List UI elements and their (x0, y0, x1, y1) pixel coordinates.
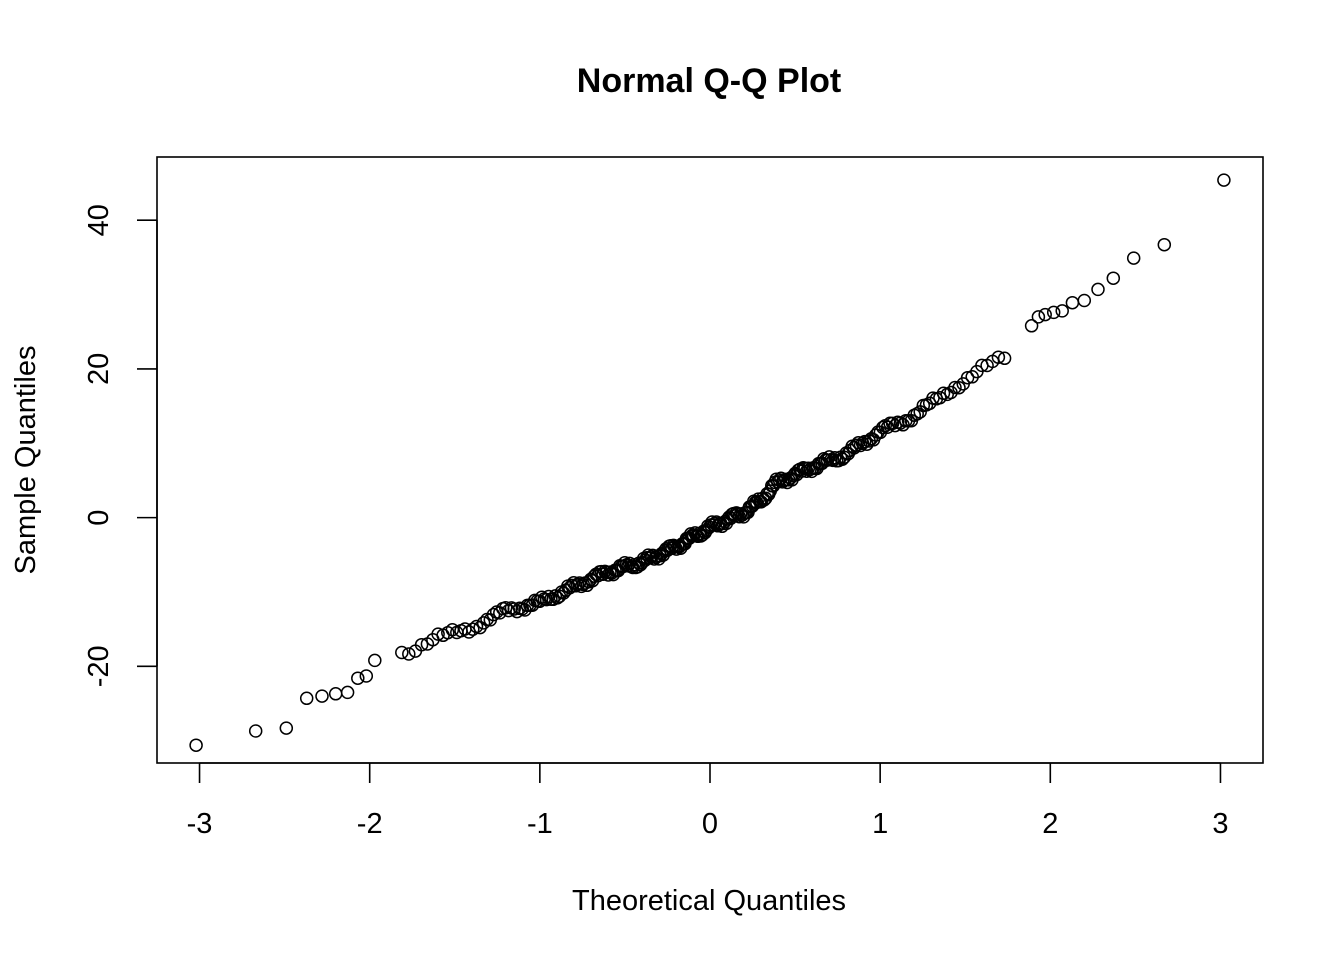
data-point (885, 416, 900, 431)
data-point (328, 687, 343, 701)
data-point (486, 607, 501, 622)
x-tick-label: -2 (357, 808, 383, 840)
data-point (948, 380, 962, 395)
data-point (952, 380, 966, 395)
data-point (997, 351, 1012, 366)
data-point (395, 645, 409, 660)
data-point (828, 451, 842, 465)
data-point (574, 579, 589, 594)
y-tick-label: 0 (83, 510, 115, 526)
data-point (1046, 305, 1061, 320)
data-point (299, 691, 314, 706)
data-point (414, 637, 429, 652)
data-point (539, 592, 554, 607)
data-point (851, 435, 866, 450)
data-point (1091, 282, 1105, 297)
data-point (466, 622, 480, 637)
data-point (1024, 319, 1039, 333)
x-tick-label: 1 (872, 808, 888, 840)
data-point (711, 519, 725, 533)
data-point (189, 738, 203, 752)
data-point (476, 616, 491, 630)
data-point (431, 627, 445, 641)
x-tick-label: -1 (527, 808, 553, 840)
data-point (1031, 310, 1046, 324)
x-tick-label: 3 (1212, 808, 1228, 840)
data-point (248, 724, 263, 738)
data-point (857, 434, 872, 449)
data-point (359, 669, 374, 683)
x-axis: -3 -2 -1 0 1 2 3 (187, 762, 1229, 840)
data-point (1157, 237, 1172, 252)
data-point (1106, 271, 1121, 285)
data-point (1077, 293, 1092, 308)
data-point (933, 390, 947, 405)
chart-title: Normal Q-Q Plot (577, 62, 841, 100)
data-point (1055, 304, 1069, 318)
data-point (402, 647, 416, 661)
y-axis: -20 0 20 40 (83, 204, 158, 687)
data-points (189, 173, 1231, 752)
x-tick-label: -3 (187, 808, 213, 840)
data-point (771, 474, 785, 489)
data-point (775, 475, 790, 489)
y-tick-label: -20 (83, 645, 115, 687)
x-axis-label: Theoretical Quantiles (572, 885, 846, 917)
data-point (1126, 251, 1141, 265)
data-point (351, 671, 365, 685)
x-tick-label: 2 (1042, 808, 1058, 840)
data-point (340, 685, 355, 700)
plot-frame (156, 156, 1264, 764)
x-tick-label: 0 (702, 808, 718, 840)
y-axis-label: Sample Quantiles (10, 346, 42, 575)
data-point (279, 721, 294, 735)
y-tick-label: 40 (83, 204, 115, 236)
y-tick-label: 20 (83, 353, 115, 385)
data-point (991, 350, 1006, 364)
data-point (368, 653, 382, 668)
data-point (822, 450, 837, 464)
data-point (1065, 295, 1080, 310)
data-point (849, 438, 864, 452)
data-point (853, 438, 868, 453)
data-point (1038, 307, 1052, 322)
data-point (960, 370, 975, 385)
data-point (1217, 173, 1231, 187)
data-point (783, 471, 798, 485)
data-point (507, 602, 521, 616)
data-point (315, 689, 329, 703)
